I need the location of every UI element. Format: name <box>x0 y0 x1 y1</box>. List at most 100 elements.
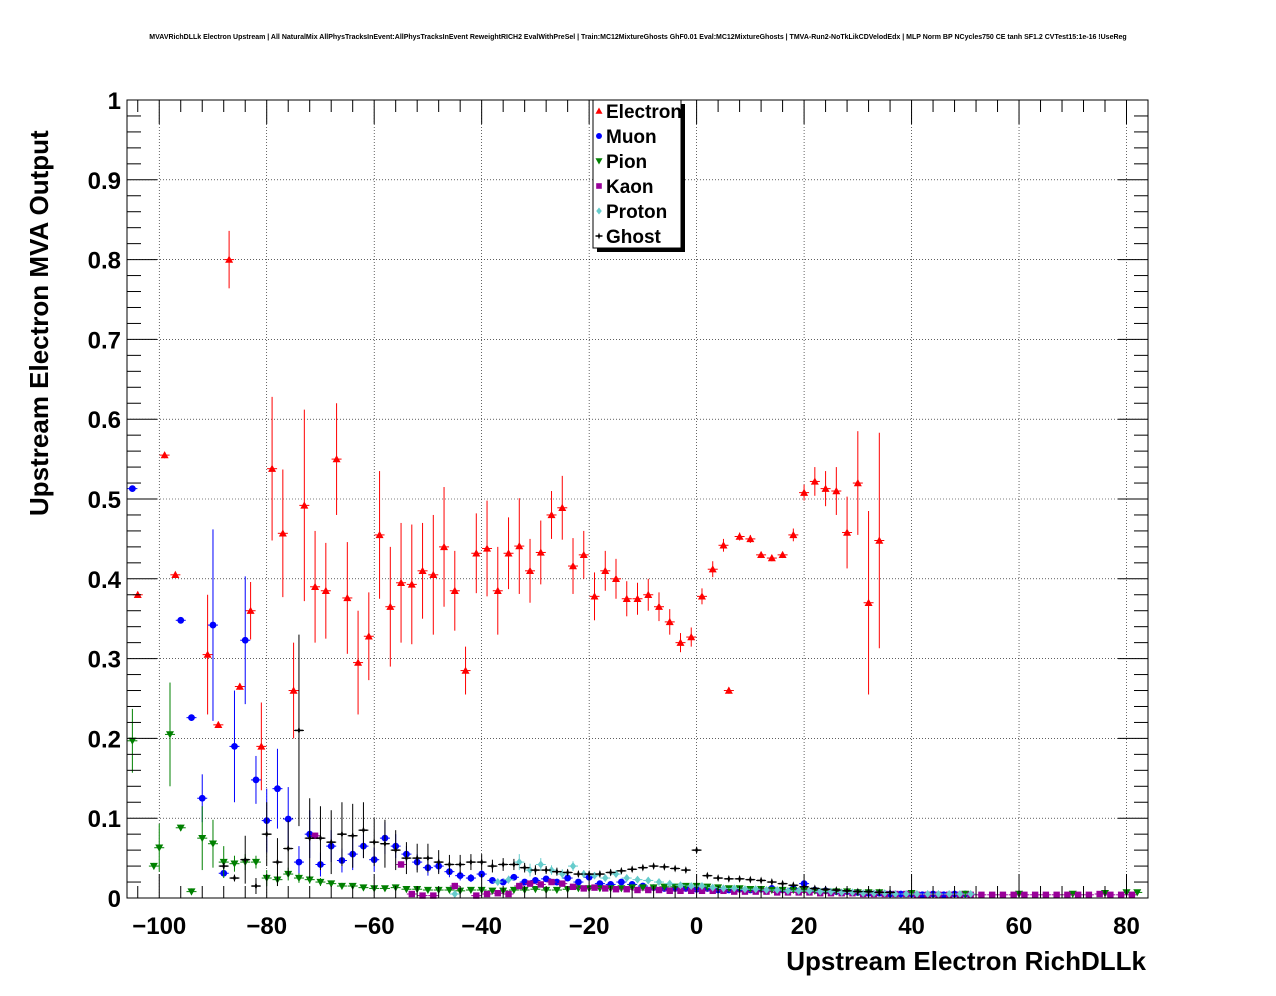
kaon-marker <box>1096 890 1103 898</box>
kaon-marker <box>1010 891 1017 899</box>
electron-marker <box>225 255 234 263</box>
data-point <box>653 592 664 622</box>
data-point <box>933 890 944 899</box>
data-point <box>1126 891 1137 899</box>
muon-marker <box>489 877 496 884</box>
pion-marker <box>509 886 518 895</box>
data-point <box>508 858 519 871</box>
data-point <box>229 874 240 883</box>
data-point <box>616 866 627 875</box>
data-point <box>342 542 353 654</box>
data-point <box>320 542 331 639</box>
data-point <box>304 798 315 879</box>
data-point <box>675 633 686 653</box>
electron-marker <box>832 487 841 495</box>
data-point <box>691 846 702 855</box>
electron-marker <box>612 574 621 582</box>
pion-marker <box>746 886 755 894</box>
pion-marker <box>230 860 239 868</box>
data-point <box>525 880 536 887</box>
data-point <box>476 854 487 871</box>
data-point <box>1008 891 1019 899</box>
proton-marker <box>924 890 931 899</box>
data-point <box>218 862 229 871</box>
pion-marker <box>128 737 137 745</box>
data-point <box>578 530 589 579</box>
data-point <box>503 875 514 884</box>
data-point <box>148 862 159 871</box>
y-tick-label: 0.2 <box>88 726 121 753</box>
legend-label: Electron <box>606 102 682 123</box>
y-tick-label: 0 <box>108 886 121 913</box>
data-point <box>713 874 724 883</box>
kaon-marker <box>645 886 652 894</box>
electron-marker <box>767 554 776 562</box>
proton-marker <box>935 890 942 899</box>
muon-marker <box>467 874 475 882</box>
pion-marker <box>337 882 346 891</box>
chart-title: MVAVRichDLLk Electron Upstream | All Nat… <box>149 34 1127 41</box>
data-point <box>508 886 519 895</box>
proton-marker <box>945 890 953 899</box>
x-tick-label: −20 <box>569 913 610 940</box>
legend: Electron Muon Pion Kaon Proton Ghost <box>592 99 685 252</box>
muon-marker <box>542 875 550 883</box>
electron-marker <box>450 586 459 594</box>
data-point <box>745 534 756 543</box>
muon-marker <box>188 714 195 722</box>
data-point <box>326 880 337 888</box>
muon-marker <box>532 877 539 884</box>
muon-marker <box>499 878 507 886</box>
series-electron <box>132 230 885 791</box>
muon-marker <box>940 891 948 899</box>
data-point <box>299 409 310 602</box>
proton-marker <box>774 886 781 895</box>
electron-marker <box>558 503 567 511</box>
data-point <box>600 885 611 892</box>
kaon-marker <box>430 892 437 899</box>
data-point <box>632 886 643 894</box>
data-point <box>788 881 799 890</box>
data-point <box>890 890 901 899</box>
electron-marker <box>483 544 492 552</box>
x-tick-label: −40 <box>461 913 502 940</box>
y-tick-label: 0.6 <box>88 407 121 434</box>
data-point <box>444 854 455 875</box>
data-point <box>874 888 885 897</box>
legend-label: Muon <box>606 127 657 148</box>
data-point <box>659 862 670 871</box>
data-point <box>471 513 482 594</box>
kaon-marker <box>526 880 534 887</box>
data-point <box>766 878 777 887</box>
electron-marker <box>171 570 180 579</box>
data-point <box>702 871 713 880</box>
electron-marker <box>708 565 717 573</box>
proton-marker <box>602 874 609 883</box>
muon-marker <box>209 621 217 629</box>
muon-marker <box>510 873 518 881</box>
data-point <box>417 522 428 619</box>
data-point <box>207 529 218 721</box>
pion-marker <box>1068 890 1077 899</box>
pion-marker <box>149 862 158 871</box>
data-point <box>707 561 718 578</box>
electron-marker <box>526 566 535 575</box>
data-point <box>492 890 503 897</box>
data-point <box>514 498 525 594</box>
electron-marker <box>268 464 277 472</box>
proton-marker <box>731 884 738 893</box>
kaon-marker <box>1107 891 1114 899</box>
kaon-marker <box>473 892 480 899</box>
data-point <box>820 471 831 507</box>
data-point <box>293 634 304 827</box>
data-point <box>154 823 165 872</box>
electron-marker <box>864 598 873 606</box>
kaon-marker <box>999 891 1007 899</box>
data-point <box>616 878 627 886</box>
kaon-marker <box>569 883 577 891</box>
data-point <box>637 863 648 872</box>
data-point <box>987 891 998 899</box>
data-point <box>401 842 412 875</box>
data-point <box>406 890 417 898</box>
muon-marker <box>897 890 905 898</box>
